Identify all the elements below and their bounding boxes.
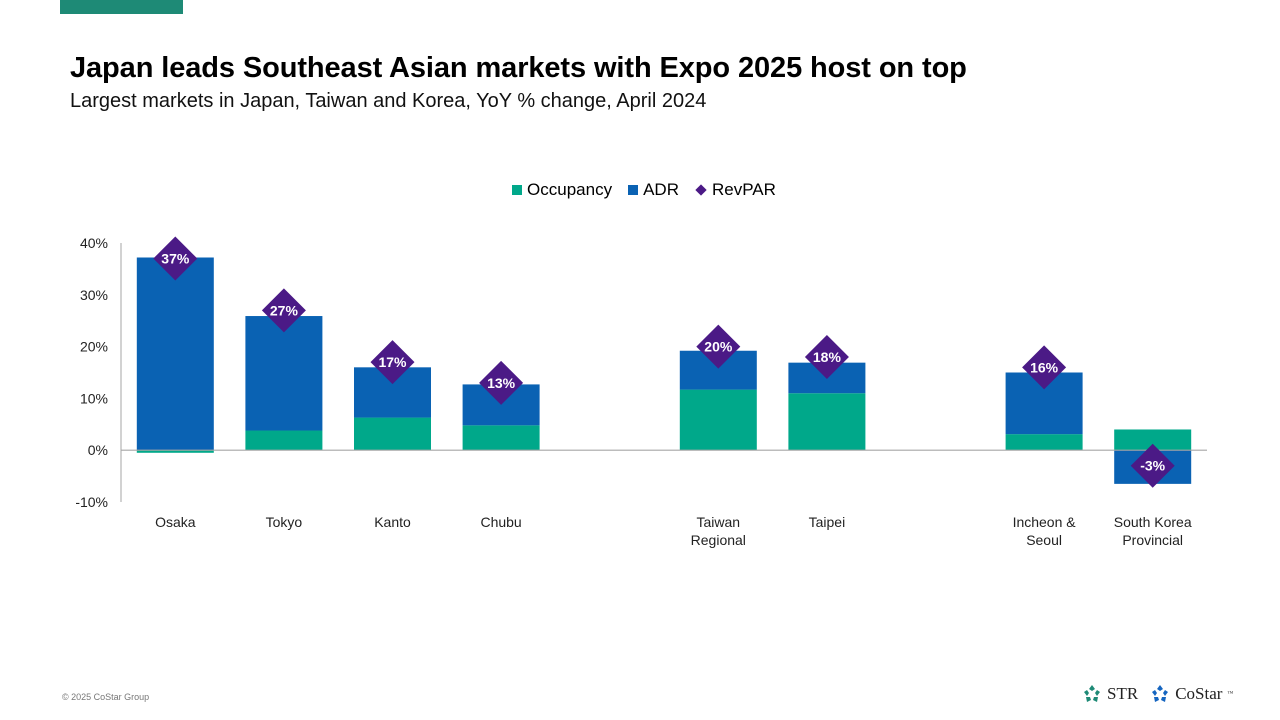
x-category-label: Taipei xyxy=(809,514,846,530)
bar-occupancy-1 xyxy=(245,430,323,451)
chart-legend: Occupancy ADR RevPAR xyxy=(0,180,1280,200)
x-category-label: Incheon & xyxy=(1013,514,1077,530)
revpar-marker-2 xyxy=(370,340,415,385)
legend-label-revpar: RevPAR xyxy=(712,180,776,199)
bars-layer xyxy=(136,257,1192,484)
legend-label-occupancy: Occupancy xyxy=(527,180,613,199)
bar-occupancy-6 xyxy=(788,393,866,451)
revpar-marker-0 xyxy=(153,236,198,281)
x-category-label: Seoul xyxy=(1026,532,1062,548)
copyright-text: © 2025 CoStar Group xyxy=(62,692,150,702)
bar-occupancy-8 xyxy=(1005,434,1083,451)
y-axis: -10% 0% 10% 20% 30% 40% xyxy=(75,235,122,510)
legend-item-occupancy: Occupancy xyxy=(512,180,612,200)
revpar-data-label-5: 20% xyxy=(704,339,733,355)
bar-occupancy-0 xyxy=(136,450,214,453)
str-logo-icon xyxy=(1084,685,1100,702)
legend-swatch-occupancy xyxy=(512,185,523,195)
x-category-label: Regional xyxy=(691,532,746,548)
x-category-label: Tokyo xyxy=(266,514,303,530)
x-category-label: Taiwan xyxy=(697,514,741,530)
costar-logo-text: CoStar xyxy=(1175,684,1223,703)
legend-item-revpar: RevPAR xyxy=(695,180,776,200)
revpar-data-label-9: -3% xyxy=(1140,458,1165,474)
legend-item-adr: ADR xyxy=(628,180,679,200)
bar-occupancy-5 xyxy=(679,389,757,451)
costar-logo-icon xyxy=(1152,685,1169,702)
bar-occupancy-3 xyxy=(462,425,540,451)
revpar-marker-6 xyxy=(804,334,849,379)
str-logo-text: STR xyxy=(1107,684,1139,703)
revpar-markers-layer: 37% 27% 17% 13% 20% 18% 16% -3% xyxy=(153,236,1175,488)
y-tick-label: -10% xyxy=(75,494,108,510)
revpar-marker-1 xyxy=(261,288,306,333)
revpar-data-label-3: 13% xyxy=(487,375,516,391)
revpar-data-label-8: 16% xyxy=(1030,359,1059,375)
y-tick-label: 0% xyxy=(88,442,108,458)
bar-adr-1 xyxy=(245,316,323,431)
revpar-marker-5 xyxy=(696,324,741,369)
revpar-data-label-6: 18% xyxy=(813,349,842,365)
x-category-label: Kanto xyxy=(374,514,411,530)
legend-label-adr: ADR xyxy=(643,180,679,199)
str-logo: STR xyxy=(1082,684,1138,704)
chart-subtitle: Largest markets in Japan, Taiwan and Kor… xyxy=(70,90,707,112)
costar-logo: CoStar ™ xyxy=(1150,684,1233,704)
bar-occupancy-9 xyxy=(1114,429,1192,451)
bar-adr-0 xyxy=(136,257,214,451)
chart-title: Japan leads Southeast Asian markets with… xyxy=(70,52,967,84)
revpar-marker-8 xyxy=(1022,345,1067,390)
revpar-marker-3 xyxy=(479,360,524,405)
x-category-label: Chubu xyxy=(480,514,521,530)
y-tick-label: 30% xyxy=(80,287,108,303)
y-tick-label: 40% xyxy=(80,235,108,251)
footer-logos: STR CoStar ™ xyxy=(1082,684,1233,704)
bar-occupancy-2 xyxy=(354,417,431,451)
revpar-data-label-1: 27% xyxy=(270,302,299,318)
accent-bar xyxy=(60,0,183,14)
revpar-data-label-0: 37% xyxy=(161,251,190,267)
x-category-label: Osaka xyxy=(155,514,196,530)
legend-swatch-adr xyxy=(628,185,639,195)
revpar-data-label-2: 17% xyxy=(378,354,407,370)
y-tick-label: 20% xyxy=(80,339,108,355)
trademark-mark: ™ xyxy=(1227,691,1234,697)
revpar-marker-9 xyxy=(1130,443,1175,488)
x-category-label: South Korea xyxy=(1114,514,1192,530)
x-axis-labels: Osaka Tokyo Kanto Chubu Taiwan Regional Taipei… xyxy=(155,514,1192,548)
x-category-label: Provincial xyxy=(1122,532,1183,548)
y-tick-label: 10% xyxy=(80,390,108,406)
